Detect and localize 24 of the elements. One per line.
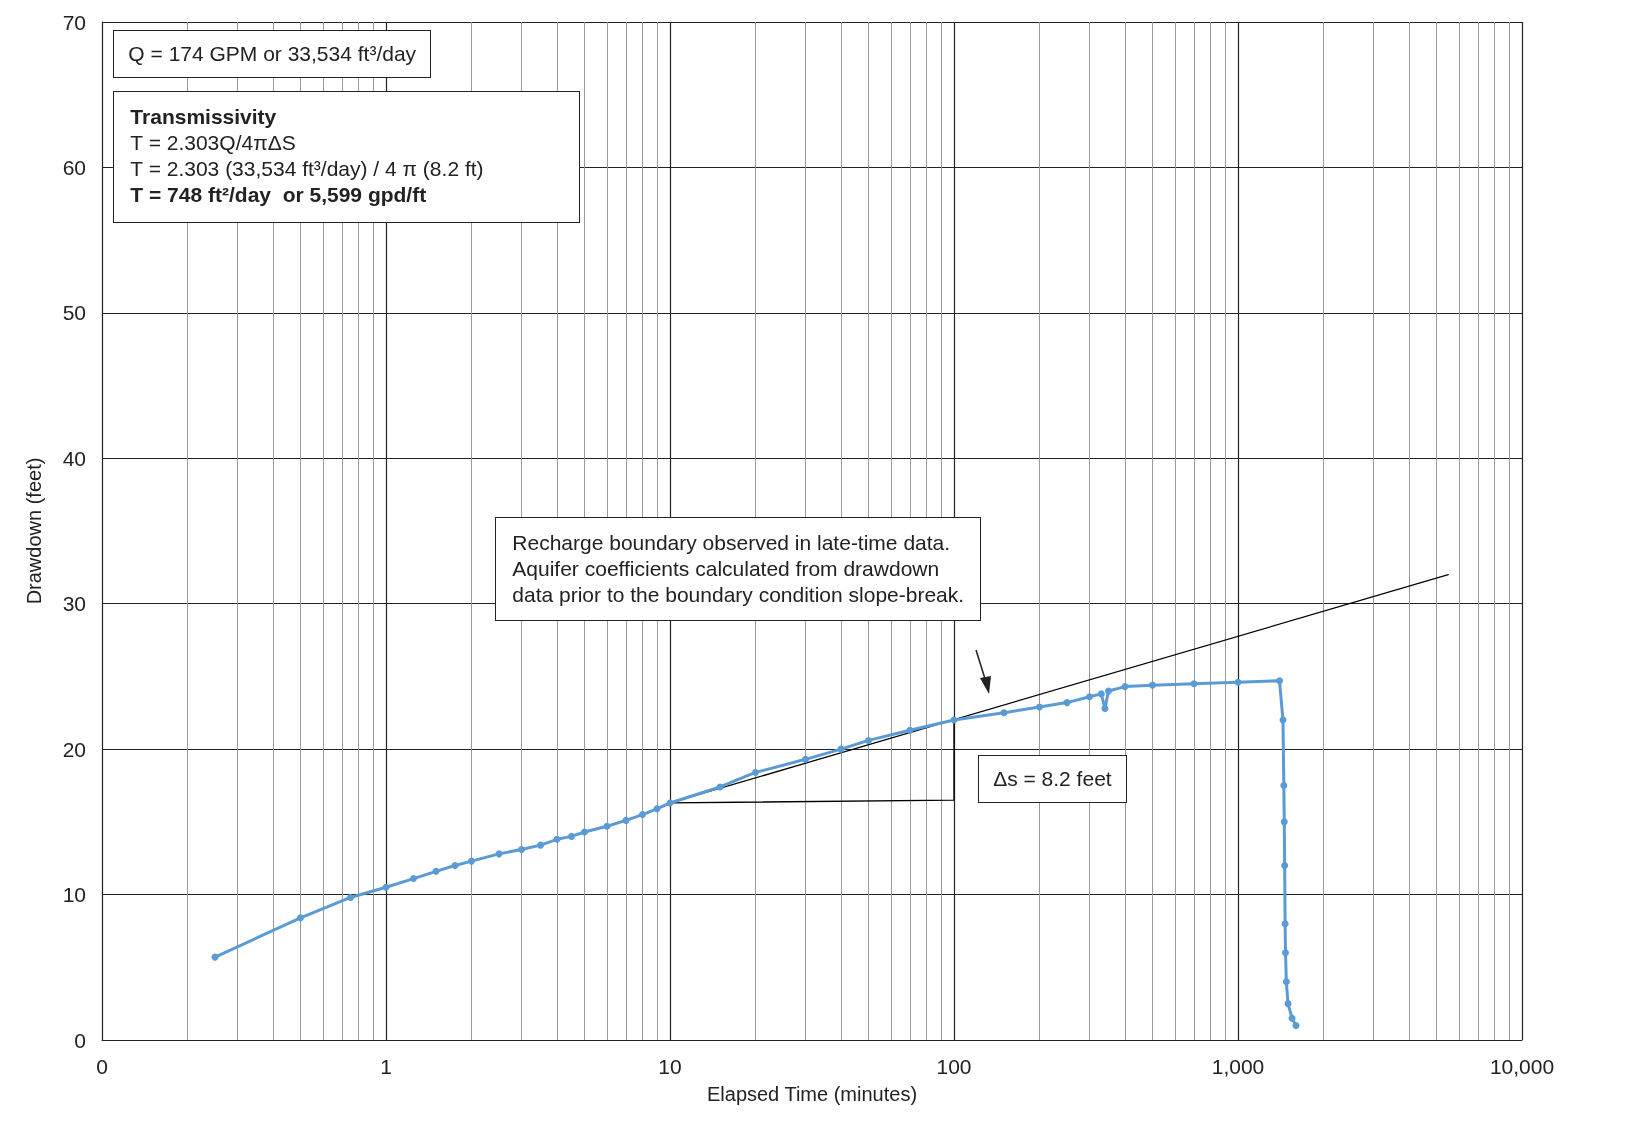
x-tick-label: 1 — [380, 1055, 392, 1078]
text-box: Q = 174 GPM or 33,534 ft³/day — [113, 30, 432, 79]
x-tick-label: 100 — [936, 1055, 972, 1078]
x-tick-label: 10,000 — [1489, 1055, 1555, 1078]
text-box: Transmissivity T = 2.303Q/4πΔS T = 2.303 (33,534 ft³/day) / 4 π (8.2 ft) T = 748 ft²/day or 5,599 gpd/ft — [113, 91, 580, 224]
y-tick-label: 50 — [62, 301, 86, 325]
annotation: Recharge boundary observed in late-time data. Aquifer coefficients calculated from drawdown data prior to the boundary condition slope-break. — [512, 529, 965, 608]
y-tick-label: 70 — [62, 10, 86, 34]
text-box: Δs = 8.2 feet — [978, 754, 1127, 803]
x-axis-title: Elapsed Time (minutes) — [706, 1083, 918, 1105]
annotation: Transmissivity T = 2.303Q/4πΔS T = 2.303 (33,534 ft³/day) / 4 π (8.2 ft) T = 748 ft²/day or 5,599 gpd/ft — [130, 104, 484, 209]
y-tick-label: 40 — [62, 446, 86, 470]
y-axis-title: Drawdown (feet) — [23, 457, 45, 605]
x-tick-label: 0 — [96, 1055, 108, 1078]
text-box: Recharge boundary observed in late-time data. Aquifer coefficients calculated from drawdown data prior to the boundary condition slope-break. — [495, 516, 982, 621]
y-tick-label: 60 — [62, 155, 86, 179]
annotation: Δs = 8.2 feet — [993, 765, 1112, 792]
x-tick-label: 1,000 — [1211, 1055, 1265, 1078]
x-tick-label: 10 — [658, 1055, 682, 1078]
y-tick-label: 10 — [62, 883, 86, 907]
annotation: Q = 174 GPM or 33,534 ft³/day — [128, 41, 417, 68]
y-tick-label: 0 — [74, 1028, 86, 1052]
y-tick-label: 30 — [62, 592, 86, 616]
y-tick-label: 20 — [62, 737, 86, 761]
